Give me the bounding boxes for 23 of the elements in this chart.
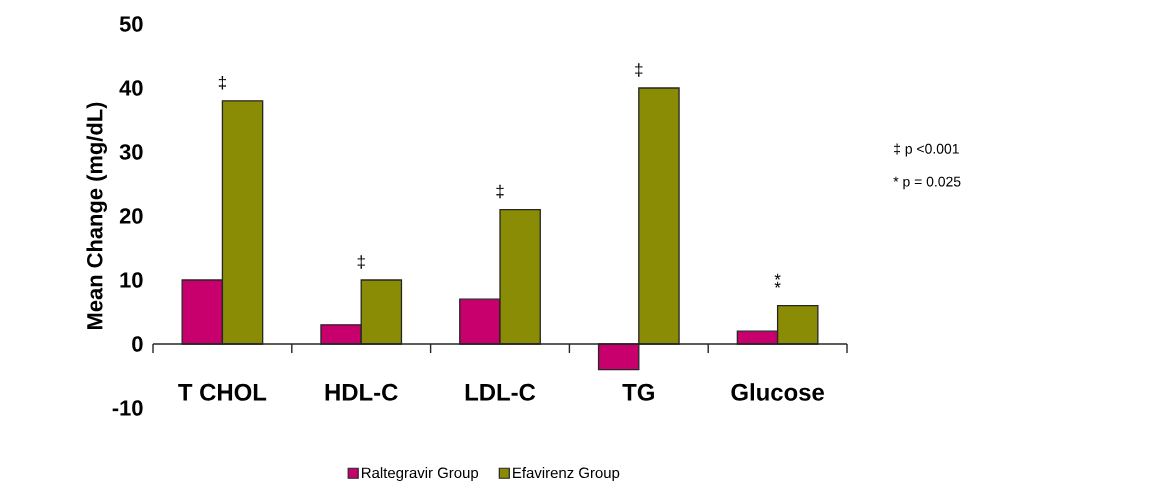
y-tick-label: 10: [120, 272, 143, 288]
text: ‡ p <0.001: [894, 143, 959, 157]
x-tick-label: HDL-C: [325, 383, 398, 401]
y-tick-label: -10: [112, 400, 143, 416]
text: * p = 0.025: [893, 176, 961, 190]
legend-label: Raltegravir Group: [362, 467, 479, 482]
annotation: *: [774, 273, 781, 280]
annotation: *: [774, 281, 781, 288]
y-axis-title: Mean Change (mg/dL): [86, 102, 107, 329]
annotation: ‡: [218, 76, 226, 90]
annotation: ‡: [635, 63, 643, 77]
annotation: ‡: [496, 184, 504, 199]
annotation: ‡: [357, 255, 365, 269]
x-tick-label: T CHOL: [178, 383, 267, 401]
x-tick-label: LDL-C: [465, 383, 536, 401]
y-tick-label: 40: [119, 80, 143, 96]
legend-label: Efavirenz Group: [513, 467, 620, 482]
y-tick-label: 30: [119, 144, 143, 160]
y-tick-label: 20: [119, 208, 143, 224]
x-tick-label: Glucose: [731, 383, 824, 401]
x-tick-label: TG: [622, 383, 654, 401]
y-tick-label: 50: [119, 16, 143, 32]
y-tick-label: 0: [132, 336, 143, 352]
